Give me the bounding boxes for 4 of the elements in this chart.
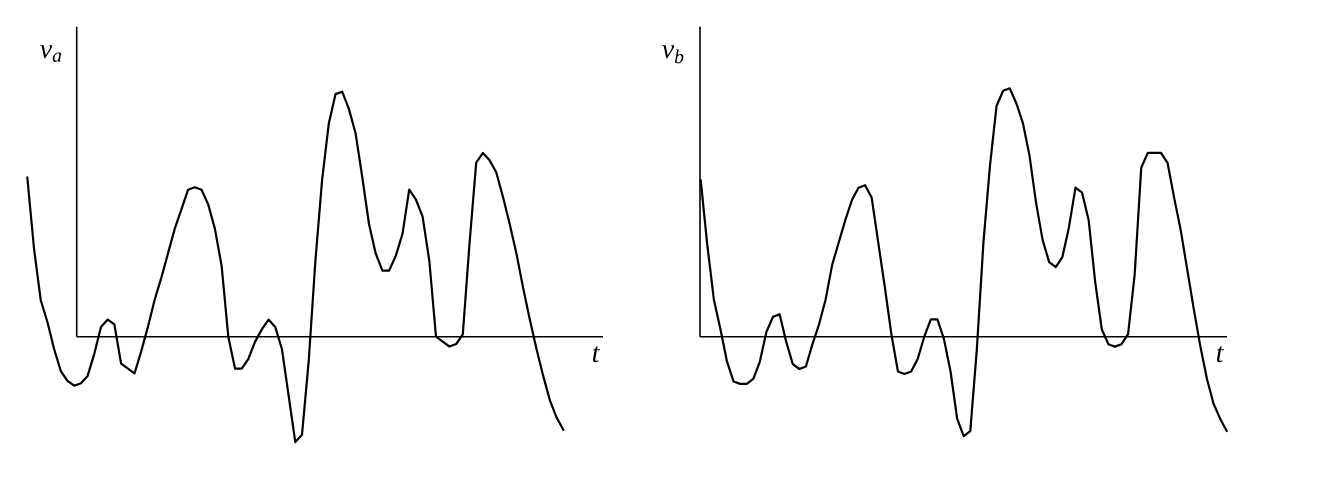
x-axis-title: t (1216, 346, 1225, 363)
x-axis-title: t (592, 346, 601, 363)
y-axis-title: v$_{b}$ (662, 45, 684, 64)
y-axis-title: v$_{a}$ (40, 45, 62, 63)
